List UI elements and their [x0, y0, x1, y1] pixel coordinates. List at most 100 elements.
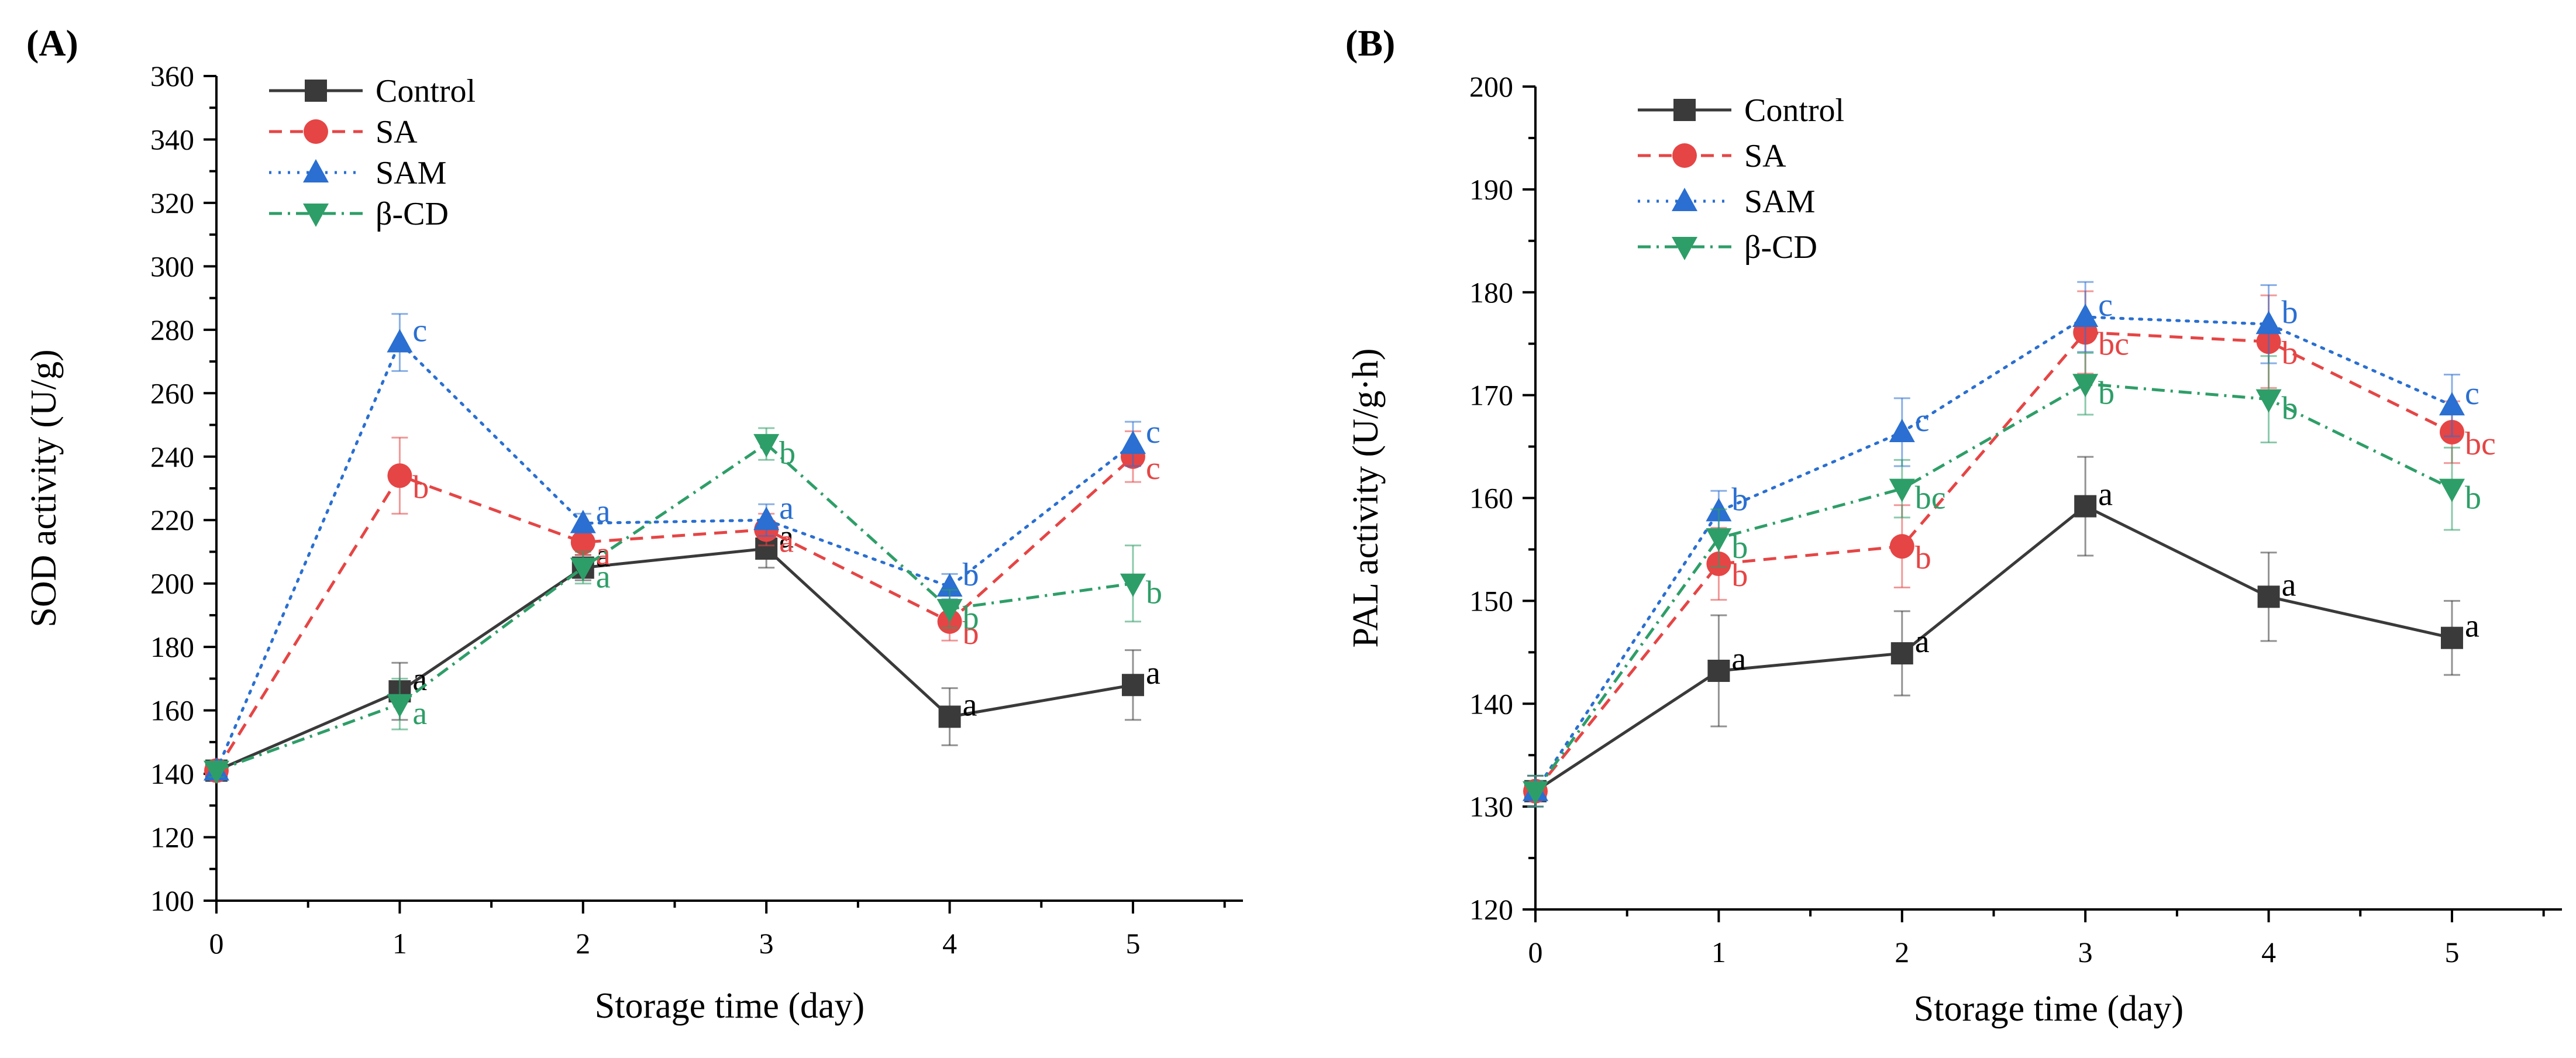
- y-tick-label: 120: [150, 821, 194, 854]
- y-tick-label: 180: [1469, 276, 1513, 309]
- series-2: ca abc: [204, 313, 1160, 781]
- data-point: [2439, 392, 2465, 416]
- data-point: [1889, 478, 1915, 502]
- legend-label: β-CD: [1744, 229, 1817, 266]
- significance-letter: c: [1146, 414, 1160, 450]
- legend-marker: [305, 80, 327, 102]
- series-1: b bbc bbc: [1523, 290, 2496, 808]
- significance-letter: b: [2282, 294, 2298, 330]
- data-point: [387, 463, 412, 488]
- legend-label: SA: [376, 114, 418, 150]
- significance-letter: b: [412, 469, 429, 505]
- y-tick-label: 100: [150, 884, 194, 917]
- data-point: [2439, 478, 2465, 502]
- data-point: [1120, 573, 1146, 597]
- data-point: [204, 760, 229, 784]
- significance-letter: a: [596, 494, 611, 530]
- significance-letter: b: [2282, 335, 2298, 371]
- data-point: [2257, 585, 2280, 608]
- panel-label: (A): [26, 22, 78, 64]
- y-tick-label: 360: [150, 60, 194, 92]
- x-tick-label: 5: [1125, 927, 1140, 960]
- series-line: [1534, 382, 2453, 792]
- data-point: [570, 557, 596, 581]
- data-point: [387, 694, 413, 718]
- y-tick-label: 180: [150, 630, 194, 663]
- x-tick-label: 3: [2078, 936, 2093, 969]
- x-tick-label: 0: [1528, 936, 1543, 969]
- significance-letter: a: [2098, 477, 2113, 513]
- data-point: [570, 509, 596, 533]
- data-point: [387, 329, 413, 353]
- significance-letter: a: [1731, 641, 1746, 677]
- x-tick-label: 4: [942, 927, 957, 960]
- y-tick-label: 140: [1469, 687, 1513, 720]
- significance-letter: c: [1915, 402, 1930, 439]
- data-point: [1706, 528, 1732, 552]
- data-point: [2072, 374, 2099, 398]
- data-point: [570, 530, 595, 555]
- significance-letter: bc: [1915, 480, 1946, 516]
- data-point: [753, 434, 780, 458]
- x-tick-label: 2: [576, 927, 590, 960]
- significance-letter: bc: [2098, 326, 2129, 362]
- series-1: ba abc: [204, 430, 1160, 783]
- data-point: [936, 573, 963, 597]
- y-tick-label: 200: [1469, 70, 1513, 103]
- y-tick-label: 150: [1469, 584, 1513, 617]
- y-tick-label: 160: [150, 694, 194, 727]
- legend-marker: [303, 159, 329, 182]
- series-line: [215, 340, 1135, 773]
- legend-label: Control: [376, 73, 476, 109]
- series-line: [1534, 315, 2454, 793]
- significance-letter: a: [412, 695, 427, 732]
- y-tick-label: 340: [150, 123, 194, 156]
- significance-letter: a: [1146, 655, 1160, 691]
- panel-a: (A)1001201401601802002202402602803003203…: [24, 22, 1243, 1026]
- series-line: [216, 547, 1134, 772]
- significance-letter: c: [412, 313, 427, 349]
- significance-letter: a: [779, 523, 794, 560]
- significance-letter: b: [1731, 557, 1748, 594]
- significance-letter: c: [2098, 287, 2113, 323]
- legend-marker: [303, 204, 329, 227]
- series-line: [1534, 504, 2453, 792]
- legend-marker: [1673, 99, 1696, 121]
- y-axis-title: SOD activity (U/g): [24, 349, 64, 627]
- y-axis-title: PAL activity (U/g·h): [1346, 348, 1386, 647]
- y-tick-label: 280: [150, 313, 194, 346]
- legend-label: SAM: [1744, 184, 1815, 220]
- significance-letter: a: [963, 687, 977, 723]
- y-tick-label: 320: [150, 187, 194, 219]
- significance-letter: b: [963, 615, 979, 652]
- data-point: [1120, 430, 1146, 454]
- data-point: [1523, 781, 1548, 805]
- significance-letter: b: [963, 600, 979, 636]
- data-point: [2255, 311, 2282, 335]
- significance-letter: b: [2282, 391, 2298, 427]
- legend-label: β-CD: [376, 196, 449, 232]
- legend-marker: [304, 119, 328, 144]
- x-tick-label: 1: [1711, 936, 1726, 969]
- data-point: [2440, 626, 2463, 649]
- significance-letter: a: [2282, 567, 2296, 603]
- significance-letter: b: [2465, 480, 2481, 516]
- y-tick-label: 130: [1469, 790, 1513, 823]
- data-point: [753, 506, 780, 530]
- series-2: bcc bc: [1523, 281, 2479, 808]
- significance-letter: b: [1731, 529, 1748, 566]
- data-point: [1707, 659, 1730, 682]
- legend-marker: [1672, 188, 1697, 211]
- legend: Control SA SAM β-CD: [269, 73, 476, 232]
- series-line: [1534, 330, 2453, 792]
- legend-marker: [1672, 237, 1697, 260]
- y-tick-label: 140: [150, 757, 194, 790]
- series-line: [215, 455, 1134, 771]
- y-tick-label: 160: [1469, 482, 1513, 515]
- x-tick-label: 5: [2444, 936, 2459, 969]
- series-line: [216, 442, 1134, 773]
- data-point: [1889, 534, 1914, 559]
- significance-letter: a: [412, 661, 427, 698]
